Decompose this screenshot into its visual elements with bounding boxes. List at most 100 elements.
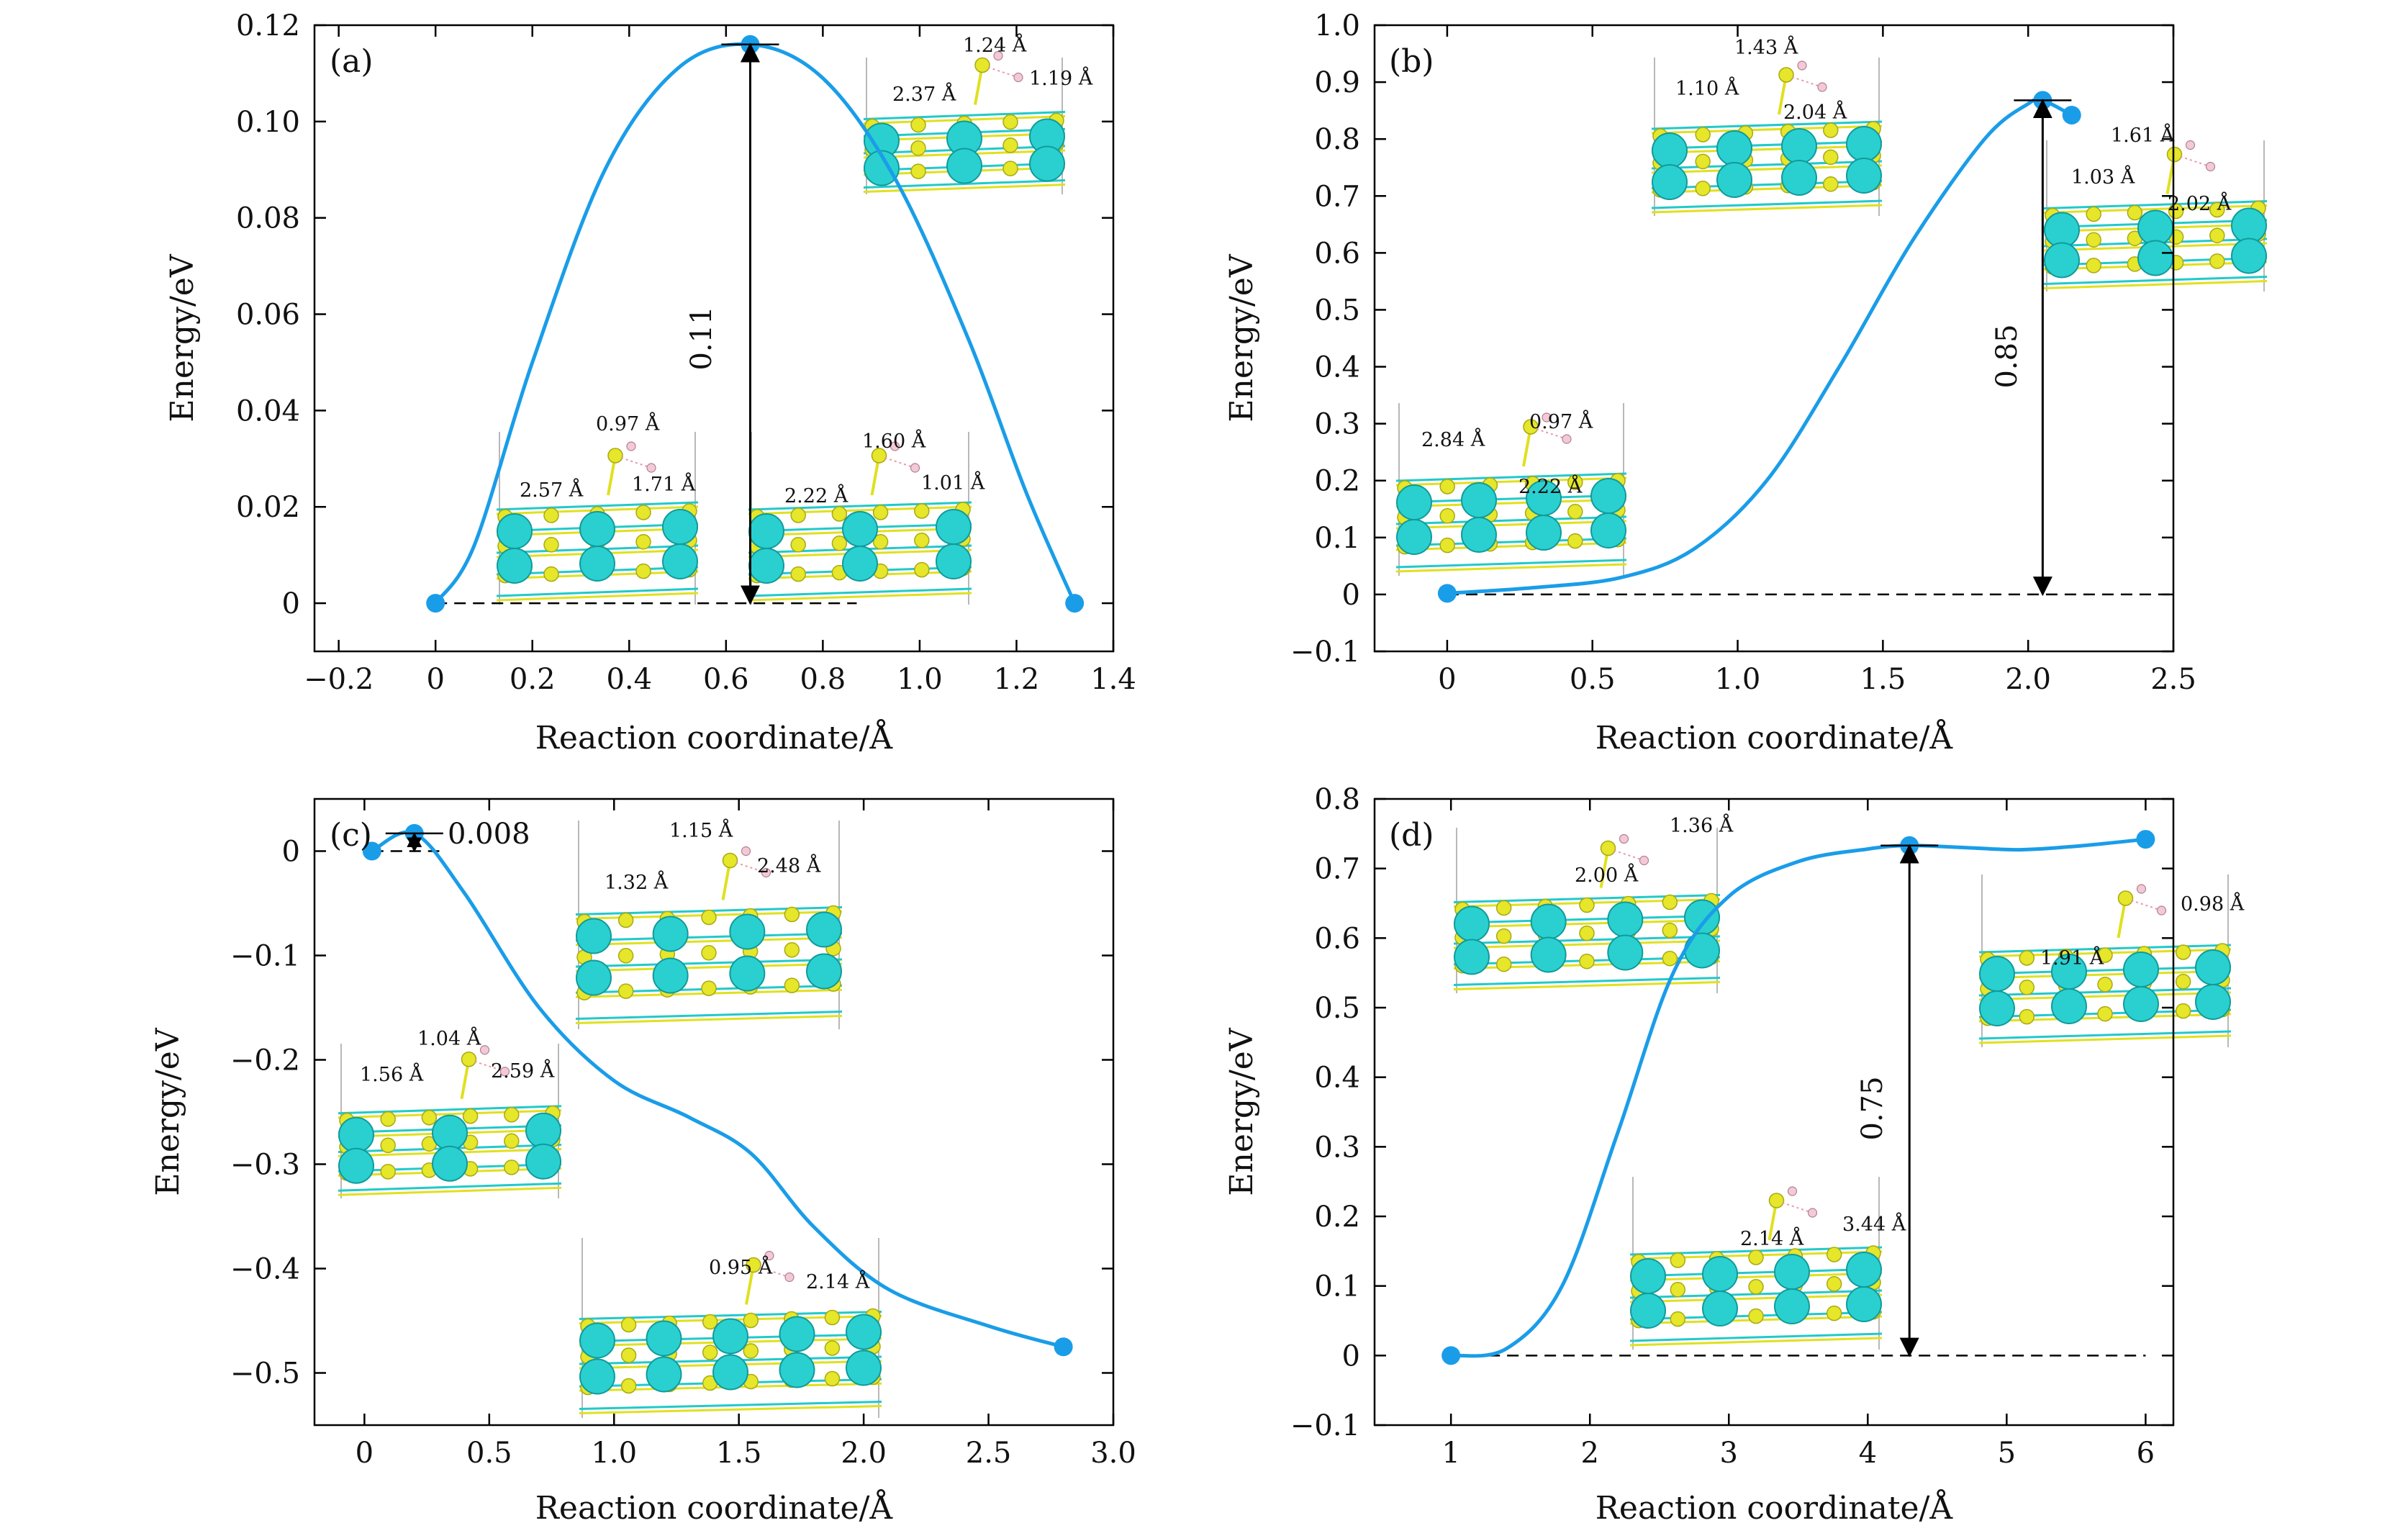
bond-label: 2.59 Å [491, 1059, 555, 1083]
y-tick-label: −0.1 [1290, 636, 1360, 669]
x-tick-label: 5 [1998, 1437, 2016, 1470]
atomic-structure-illustration [748, 432, 972, 605]
y-tick-label: 0.08 [236, 202, 300, 235]
x-tick-label: 0.5 [1570, 663, 1616, 696]
y-tick-label: 0.5 [1314, 992, 1360, 1025]
atomic-structure-illustration [338, 1044, 562, 1198]
bond-label: 1.56 Å [360, 1062, 424, 1086]
y-tick-label: −0.2 [230, 1044, 300, 1077]
state-point [426, 594, 445, 613]
y-tick-label: 0.1 [1314, 1270, 1360, 1303]
bond-label: 0.97 Å [1529, 410, 1593, 433]
atomic-structure-illustration [1978, 875, 2232, 1047]
y-tick-label: 0.5 [1314, 294, 1360, 327]
structures-layer-c [338, 821, 882, 1418]
x-tick-label: 1.0 [1715, 663, 1761, 696]
y-tick-label: 0.8 [1314, 783, 1360, 816]
x-tick-label: 2 [1580, 1437, 1598, 1470]
state-point [1065, 594, 1085, 613]
x-tick-label: 1.0 [897, 663, 943, 696]
bond-labels-a: 1.24 Å 1.19 Å 2.37 Å 0.97 Å 1.71 Å 2.57 … [520, 33, 1093, 507]
y-tick-label: 0.10 [236, 106, 300, 139]
bond-labels-d: 1.36 Å 2.00 Å 0.98 Å 1.91 Å 2.14 Å 3.44 … [1575, 813, 2245, 1250]
ticks-layer-a: −0.2 0 0.2 0.4 0.6 0.8 1.0 1.2 1.4 0 0.02 0.04 0.06 0… [236, 9, 1136, 696]
y-tick-label: −0.5 [230, 1357, 300, 1391]
y-tick-label: 0.8 [1314, 123, 1360, 156]
x-tick-label: 0.6 [703, 663, 749, 696]
x-tick-label: 2.0 [841, 1437, 887, 1470]
bond-label: 0.98 Å [2181, 892, 2245, 916]
structures-layer-b [1395, 58, 2268, 576]
x-tick-label: 1.5 [1860, 663, 1906, 696]
bond-label: 2.84 Å [1421, 428, 1485, 451]
state-point [2062, 105, 2081, 125]
curve-layer-d [1441, 830, 2155, 1365]
bond-label: 1.36 Å [1670, 813, 1734, 837]
panel-label-b: (b) [1389, 43, 1434, 80]
atomic-structure-illustration [575, 821, 843, 1029]
y-tick-label: 0 [1342, 579, 1360, 612]
bond-label: 1.71 Å [632, 472, 696, 496]
x-tick-label: 4 [1859, 1437, 1877, 1470]
x-tick-label: −0.2 [304, 663, 374, 696]
y-tick-label: 0.4 [1314, 1062, 1360, 1095]
bond-label: 1.15 Å [669, 818, 733, 842]
bond-label: 1.01 Å [921, 471, 985, 494]
y-tick-label: 0.04 [236, 394, 300, 428]
x-tick-label: 2.5 [2150, 663, 2196, 696]
bond-label: 1.43 Å [1734, 35, 1798, 59]
bond-label: 2.37 Å [892, 82, 956, 106]
bond-label: 2.14 Å [1740, 1226, 1804, 1250]
bond-label: 2.48 Å [757, 854, 821, 877]
y-tick-label: 0.1 [1314, 522, 1360, 555]
energy-profile-curve [1447, 96, 2073, 595]
y-tick-label: 0.2 [1314, 1201, 1360, 1234]
ticks-layer-c: 0 0.5 1.0 1.5 2.0 2.5 3.0 −0.5 −0.4 −0.3 −0.2 −0.1 0 [230, 799, 1136, 1470]
barrier-layer-a [721, 42, 779, 605]
barrier-layer-b [2014, 99, 2072, 597]
bond-label: 2.22 Å [1518, 474, 1583, 498]
state-point [2136, 830, 2155, 849]
y-tick-label: 0.3 [1314, 408, 1360, 441]
x-tick-label: 6 [2137, 1437, 2155, 1470]
x-tick-label: 0.5 [466, 1437, 512, 1470]
panel-a: −0.2 0 0.2 0.4 0.6 0.8 1.0 1.2 1.4 0 0.02 0.04 0.06 0… [164, 9, 1136, 756]
structures-layer-a [496, 50, 1066, 605]
y-tick-label: 0.6 [1314, 237, 1360, 270]
y-tick-label: 0 [282, 587, 300, 620]
bond-label: 2.22 Å [784, 484, 848, 507]
y-tick-label: 0.12 [236, 9, 300, 42]
y-tick-label: 0.6 [1314, 922, 1360, 955]
barrier-layer-d [1880, 844, 1939, 1357]
y-tick-label: 0 [1342, 1339, 1360, 1373]
panel-label-c: (c) [330, 817, 372, 854]
state-point [1437, 584, 1457, 603]
x-tick-label: 0 [356, 1437, 374, 1470]
atomic-structure-illustration [1629, 1177, 1883, 1350]
atomic-structure-illustration [2043, 140, 2268, 292]
bond-label: 2.00 Å [1575, 863, 1639, 887]
y-axis-title-c: Energy/eV [150, 1027, 186, 1196]
y-tick-label: 0.2 [1314, 465, 1360, 498]
x-tick-label: 3 [1720, 1437, 1738, 1470]
barrier-value-c: 0.008 [448, 818, 530, 851]
x-axis-title-c: Reaction coordinate/Å [535, 1488, 894, 1523]
ticks-layer-d: 1 2 3 4 5 6 −0.1 0 0.1 0.2 0.3 0.4 0.5 0.6 0.7 0.8 [1290, 783, 2173, 1470]
bond-labels-c: 1.15 Å 1.32 Å 2.48 Å 1.04 Å 1.56 Å 2.59 … [360, 818, 870, 1293]
x-tick-label: 1.0 [591, 1437, 637, 1470]
bond-label: 1.61 Å [2111, 123, 2175, 147]
y-tick-label: −0.1 [230, 940, 300, 973]
x-tick-label: 1 [1441, 1437, 1459, 1470]
y-tick-label: 0 [282, 836, 300, 869]
bond-label: 2.57 Å [520, 478, 584, 502]
x-axis-title-b: Reaction coordinate/Å [1595, 718, 1954, 756]
atomic-structure-illustration [863, 50, 1066, 194]
x-axis-title-d: Reaction coordinate/Å [1595, 1488, 1954, 1523]
energy-profile-curve [1450, 837, 2146, 1358]
y-axis-title-b: Energy/eV [1223, 253, 1260, 422]
ticks-layer-b: 0 0.5 1.0 1.5 2.0 2.5 −0.1 0 0.1 0.2 0.3 0.4 0.5 0.6 0… [1290, 9, 2196, 696]
y-tick-label: −0.1 [1290, 1409, 1360, 1442]
bond-label: 0.95 Å [709, 1255, 773, 1279]
y-tick-label: −0.4 [230, 1253, 300, 1286]
atomic-structure-illustration [579, 1238, 882, 1418]
